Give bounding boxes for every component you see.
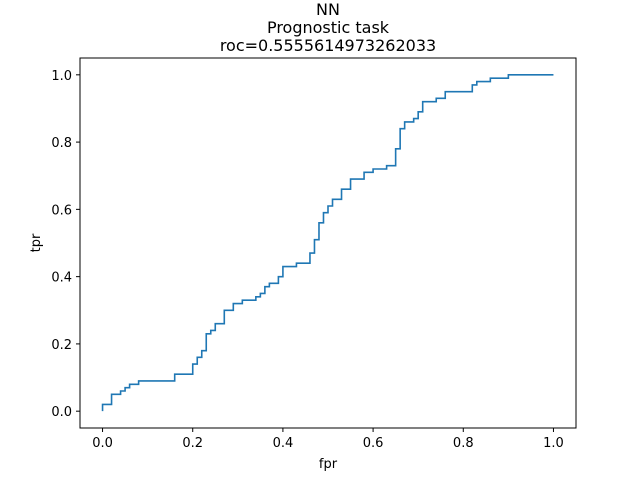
title-line-3: roc=0.5555614973262033 — [220, 36, 436, 55]
x-axis-label: fpr — [319, 457, 338, 472]
y-tick-label: 1.0 — [51, 69, 72, 84]
title-line-1: NN — [316, 0, 340, 19]
x-tick-label: 0.4 — [273, 436, 294, 451]
y-axis: 0.0 0.2 0.4 0.6 0.8 1.0 — [51, 69, 80, 420]
y-tick-label: 0.8 — [51, 136, 72, 151]
y-axis-label: tpr — [29, 233, 44, 252]
y-tick-label: 0.0 — [51, 405, 72, 420]
y-tick-label: 0.4 — [51, 271, 72, 286]
x-tick-label: 0.2 — [182, 436, 203, 451]
axes-frame — [79, 57, 577, 429]
x-tick-label: 0.0 — [92, 436, 113, 451]
y-tick-label: 0.6 — [51, 203, 72, 218]
title-line-2: Prognostic task — [267, 18, 390, 37]
x-tick-label: 0.8 — [453, 436, 474, 451]
roc-curve-line — [101, 74, 554, 412]
chart-title: NN Prognostic task roc=0.555561497326203… — [220, 0, 436, 55]
y-tick-label: 0.2 — [51, 338, 72, 353]
x-axis: 0.0 0.2 0.4 0.6 0.8 1.0 — [92, 428, 564, 451]
x-tick-label: 0.6 — [363, 436, 384, 451]
x-tick-label: 1.0 — [543, 436, 564, 451]
plot-area — [101, 74, 554, 412]
